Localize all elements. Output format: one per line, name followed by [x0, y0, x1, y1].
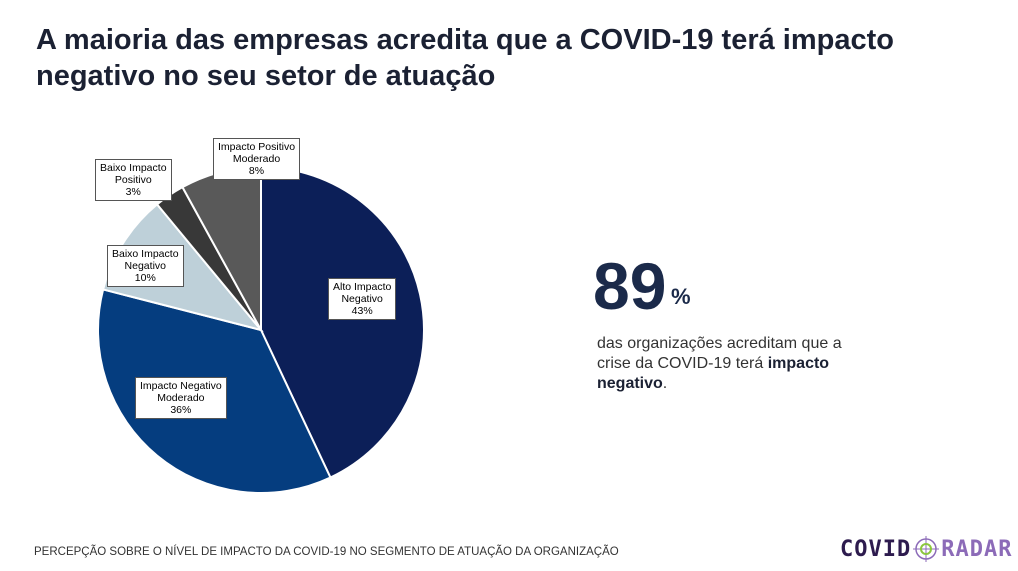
- covid-radar-logo: COVID RADAR: [840, 536, 1013, 562]
- highlight-number: 89: [593, 249, 667, 323]
- highlight-text: das organizações acreditam que a crise d…: [597, 335, 842, 392]
- label-positivo-moderado: Impacto Positivo Moderado 8%: [213, 138, 301, 180]
- highlight-unit: %: [671, 284, 691, 309]
- pie-slice-alto-impacto-negativo: [260, 165, 425, 479]
- label-baixo-negativo: Baixo Impacto Negativo 10%: [107, 245, 184, 287]
- page-title: A maioria das empresas acredita que a CO…: [36, 24, 894, 92]
- label-moderado: Impacto Negativo Moderado 36%: [135, 377, 227, 419]
- label-alto: Alto Impacto Negativo 43%: [328, 278, 397, 320]
- label-baixo-positivo: Baixo Impacto Positivo 3%: [95, 159, 172, 201]
- radar-virus-icon: [913, 536, 940, 562]
- footer-caption: PERCEPÇÃO SOBRE O NÍVEL DE IMPACTO DA CO…: [34, 546, 619, 558]
